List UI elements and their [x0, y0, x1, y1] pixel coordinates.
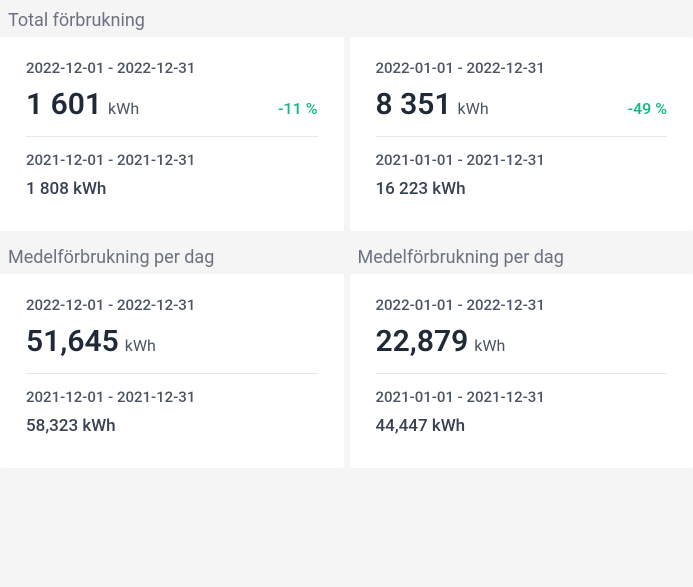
prev-value: 16 223 kWh	[376, 179, 668, 199]
value-number: 8 351	[376, 87, 452, 122]
value-unit: kWh	[108, 99, 139, 118]
value-row: 22,879 kWh	[376, 324, 668, 359]
prev-value: 44,447 kWh	[376, 416, 668, 436]
value-row: 51,645 kWh	[26, 324, 318, 359]
value-row: 1 601 kWh -11 %	[26, 87, 318, 122]
date-range: 2021-01-01 - 2021-12-31	[376, 151, 668, 169]
section-title: Total förbrukning	[0, 0, 344, 37]
previous-period: 2021-01-01 - 2021-12-31 44,447 kWh	[376, 373, 668, 450]
value-change: -49 %	[628, 99, 667, 118]
date-range: 2022-01-01 - 2022-12-31	[376, 59, 668, 77]
section-title-empty	[350, 0, 693, 37]
card-total-month: 2022-12-01 - 2022-12-31 1 601 kWh -11 % …	[0, 37, 344, 231]
value-number: 51,645	[26, 324, 119, 359]
date-range: 2021-12-01 - 2021-12-31	[26, 151, 318, 169]
current-period: 2022-01-01 - 2022-12-31 22,879 kWh	[376, 296, 668, 373]
current-period: 2022-12-01 - 2022-12-31 1 601 kWh -11 %	[26, 59, 318, 136]
value-number: 22,879	[376, 324, 469, 359]
panel-total-month: Total förbrukning 2022-12-01 - 2022-12-3…	[0, 0, 344, 231]
date-range: 2021-12-01 - 2021-12-31	[26, 388, 318, 406]
value-change: -11 %	[278, 99, 317, 118]
prev-value: 58,323 kWh	[26, 416, 318, 436]
value-main: 1 601 kWh	[26, 87, 139, 122]
previous-period: 2021-12-01 - 2021-12-31 1 808 kWh	[26, 136, 318, 213]
card-avg-month: 2022-12-01 - 2022-12-31 51,645 kWh 2021-…	[0, 274, 344, 468]
panel-avg-year: Medelförbrukning per dag 2022-01-01 - 20…	[350, 237, 693, 468]
section-title: Medelförbrukning per dag	[350, 237, 693, 274]
panel-avg-month: Medelförbrukning per dag 2022-12-01 - 20…	[0, 237, 344, 468]
card-total-year: 2022-01-01 - 2022-12-31 8 351 kWh -49 % …	[350, 37, 693, 231]
date-range: 2022-12-01 - 2022-12-31	[26, 59, 318, 77]
card-avg-year: 2022-01-01 - 2022-12-31 22,879 kWh 2021-…	[350, 274, 693, 468]
value-row: 8 351 kWh -49 %	[376, 87, 668, 122]
value-number: 1 601	[26, 87, 102, 122]
panel-total-year: 2022-01-01 - 2022-12-31 8 351 kWh -49 % …	[350, 0, 693, 231]
consumption-dashboard: Total förbrukning 2022-12-01 - 2022-12-3…	[0, 0, 693, 468]
date-range: 2022-01-01 - 2022-12-31	[376, 296, 668, 314]
value-main: 8 351 kWh	[376, 87, 489, 122]
current-period: 2022-12-01 - 2022-12-31 51,645 kWh	[26, 296, 318, 373]
previous-period: 2021-12-01 - 2021-12-31 58,323 kWh	[26, 373, 318, 450]
prev-value: 1 808 kWh	[26, 179, 318, 199]
value-main: 51,645 kWh	[26, 324, 156, 359]
date-range: 2021-01-01 - 2021-12-31	[376, 388, 668, 406]
value-main: 22,879 kWh	[376, 324, 506, 359]
value-unit: kWh	[474, 336, 505, 355]
section-title: Medelförbrukning per dag	[0, 237, 344, 274]
date-range: 2022-12-01 - 2022-12-31	[26, 296, 318, 314]
previous-period: 2021-01-01 - 2021-12-31 16 223 kWh	[376, 136, 668, 213]
value-unit: kWh	[458, 99, 489, 118]
value-unit: kWh	[125, 336, 156, 355]
current-period: 2022-01-01 - 2022-12-31 8 351 kWh -49 %	[376, 59, 668, 136]
